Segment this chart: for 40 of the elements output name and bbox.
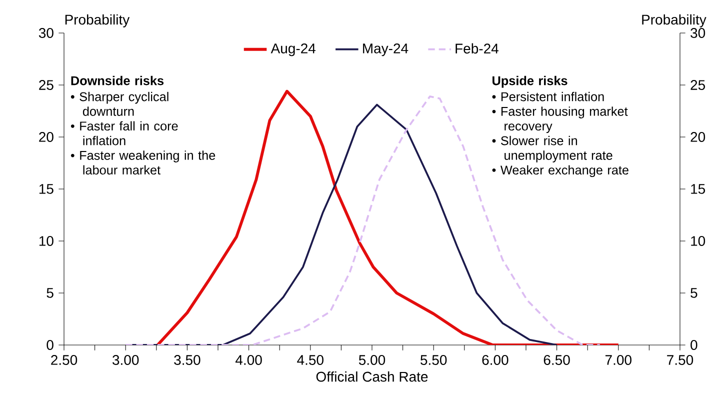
annotation: • Faster housing market recovery xyxy=(492,106,628,134)
x-tick-label: 2.50 xyxy=(51,355,78,365)
annotation: Upside risks xyxy=(492,76,568,88)
x-tick-label: 3.00 xyxy=(112,355,139,365)
annotation: • Faster fall in core inflation xyxy=(70,121,178,146)
annotation: • Persistent inflation xyxy=(492,92,604,102)
y2-axis-title: Probability xyxy=(642,14,706,28)
y2-tick-label: 10 xyxy=(691,236,706,246)
legend-label: Feb-24 xyxy=(456,43,498,54)
y-tick-label: 15 xyxy=(39,184,54,194)
y2-tick-label: 5 xyxy=(690,288,698,298)
x-tick-label: 4.50 xyxy=(297,355,324,365)
x-tick-label: 3.50 xyxy=(174,355,200,365)
x-tick-label: 4.00 xyxy=(235,355,262,365)
x-axis-title: Official Cash Rate xyxy=(316,371,428,382)
y2-tick-label: 20 xyxy=(690,132,706,142)
y2-tick-label: 0 xyxy=(690,340,698,350)
legend-label: Aug-24 xyxy=(270,43,316,56)
x-tick-label: 5.00 xyxy=(358,355,386,365)
annotation: • Sharper cyclical downturn xyxy=(70,92,168,116)
y2-tick-label: 25 xyxy=(690,80,706,90)
y-axis-title: Probability xyxy=(65,14,130,28)
y-tick-label: 5 xyxy=(46,288,54,298)
y-tick-label: 30 xyxy=(38,28,54,38)
y-tick-label: 10 xyxy=(39,236,54,246)
legend-label: May-24 xyxy=(363,43,408,56)
annotation: Downside risks xyxy=(71,76,164,86)
x-tick-label: 7.50 xyxy=(667,355,694,365)
x-tick-label: 5.50 xyxy=(420,355,447,365)
y-tick-label: 25 xyxy=(39,80,54,90)
x-tick-label: 6.00 xyxy=(482,355,508,365)
annotation: • Slower rise in unemployment rate xyxy=(492,136,612,162)
annotation: • Weaker exchange rate xyxy=(492,165,628,178)
y2-tick-label: 15 xyxy=(691,184,706,194)
y2-tick-label: 30 xyxy=(690,28,706,38)
x-tick-label: 7.00 xyxy=(605,355,632,365)
y-tick-label: 20 xyxy=(39,132,54,142)
y-tick-label: 0 xyxy=(46,340,54,350)
annotation: • Faster weakening in the labour market xyxy=(70,150,216,175)
x-tick-label: 6.50 xyxy=(544,355,570,365)
